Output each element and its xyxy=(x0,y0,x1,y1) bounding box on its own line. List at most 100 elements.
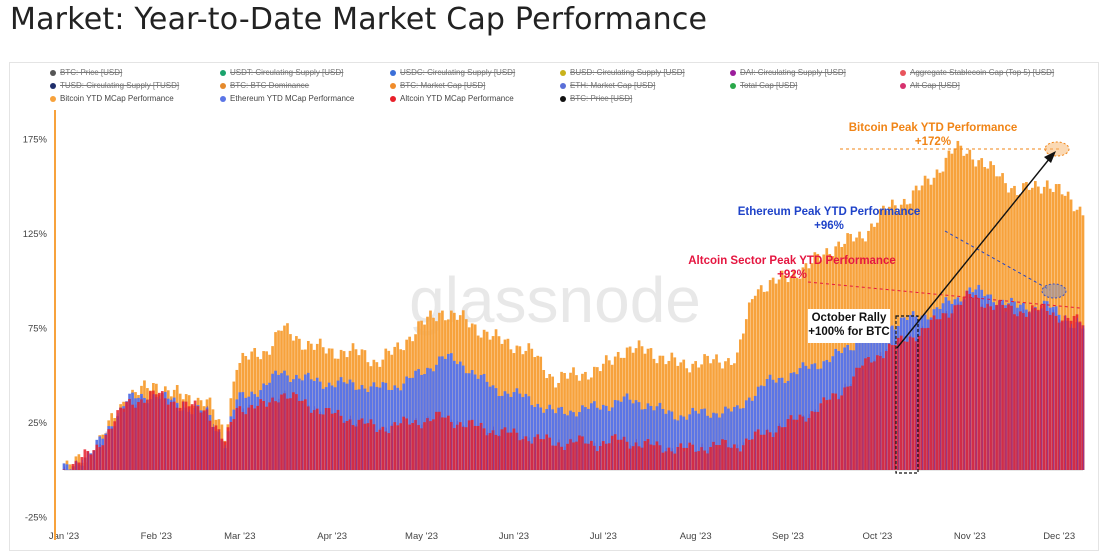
series-bar xyxy=(938,319,942,470)
legend-item[interactable]: BUSD: Circulating Supply [USD] xyxy=(560,68,685,77)
series-bar xyxy=(613,434,617,470)
altcoin-stripe xyxy=(773,433,775,470)
legend-label: Ethereum YTD MCap Performance xyxy=(230,94,355,103)
series-bar xyxy=(828,399,832,470)
altcoin-stripe xyxy=(344,421,345,470)
series-bar xyxy=(595,451,599,470)
series-bar xyxy=(727,447,730,470)
altcoin-stripe xyxy=(1041,308,1043,470)
series-bar xyxy=(825,248,829,470)
altcoin-stripe xyxy=(421,424,423,470)
altcoin-stripe xyxy=(1077,317,1078,470)
series-bar xyxy=(387,389,391,470)
series-bar xyxy=(747,439,751,470)
legend-item[interactable]: BTC: Price [USD] xyxy=(560,94,632,103)
altcoin-stripe xyxy=(195,403,196,470)
series-bar xyxy=(682,359,686,470)
series-bar xyxy=(804,365,808,470)
series-bar xyxy=(268,402,271,470)
altcoin-stripe xyxy=(910,334,912,470)
series-bar xyxy=(941,313,945,470)
altcoin-stripe xyxy=(296,397,298,470)
legend-item[interactable]: Altcoin YTD MCap Performance xyxy=(390,94,514,103)
series-bar xyxy=(649,444,653,470)
series-bar xyxy=(1022,313,1025,470)
series-bar xyxy=(700,409,703,470)
series-bar xyxy=(715,444,718,470)
altcoin-stripe xyxy=(981,304,983,470)
series-bar xyxy=(381,426,385,470)
altcoin-stripe xyxy=(743,442,745,470)
altcoin-stripe xyxy=(826,403,828,470)
legend-item[interactable]: ETH: Market Cap [USD] xyxy=(560,81,655,90)
series-bar xyxy=(765,379,769,470)
series-bar xyxy=(673,453,677,470)
altcoin-stripe xyxy=(242,408,244,470)
legend-item[interactable]: Bitcoin YTD MCap Performance xyxy=(50,94,174,103)
series-bar xyxy=(947,317,951,470)
legend-item[interactable]: TUSD: Circulating Supply [TUSD] xyxy=(50,81,179,90)
legend-item[interactable]: USDT: Circulating Supply [USD] xyxy=(220,68,343,77)
altcoin-stripe xyxy=(791,418,792,470)
legend-label: TUSD: Circulating Supply [TUSD] xyxy=(60,81,180,90)
altcoin-stripe xyxy=(1005,311,1007,470)
series-bar xyxy=(783,275,787,470)
series-bar xyxy=(1001,304,1004,470)
legend-swatch xyxy=(560,95,566,102)
legend-item[interactable]: BTC: Market Cap [USD] xyxy=(390,81,485,90)
series-bar xyxy=(762,291,766,470)
series-bar xyxy=(488,433,492,470)
series-bar xyxy=(226,427,230,470)
series-bar xyxy=(452,428,456,470)
legend-swatch xyxy=(220,82,226,89)
legend-label: Bitcoin YTD MCap Performance xyxy=(60,94,174,103)
altcoin-stripe xyxy=(308,405,310,470)
altcoin-stripe xyxy=(755,435,757,470)
series-bar xyxy=(780,377,784,470)
legend-item[interactable]: Aggregate Stablecoin Cap (Top 5) [USD] xyxy=(900,68,1054,77)
legend-item[interactable]: USDC: Circulating Supply [USD] xyxy=(390,68,515,77)
series-bar xyxy=(706,415,709,470)
legend-item[interactable]: Alt Cap [USD] xyxy=(900,81,960,90)
altcoin-stripe xyxy=(552,446,554,470)
series-bar xyxy=(718,362,721,470)
series-bar xyxy=(864,358,867,470)
series-bar xyxy=(664,413,668,470)
altcoin-stripe xyxy=(785,428,786,470)
altcoin-stripe xyxy=(248,404,250,470)
altcoin-stripe xyxy=(540,441,542,470)
legend-item[interactable]: Total Cap [USD] xyxy=(730,81,797,90)
rally-arrow-head xyxy=(1044,151,1056,163)
series-bar xyxy=(539,439,543,470)
legend-item[interactable]: Ethereum YTD MCap Performance xyxy=(220,94,354,103)
altcoin-stripe xyxy=(284,390,286,470)
altcoin-stripe xyxy=(439,415,441,470)
series-bar xyxy=(867,357,870,470)
series-bar xyxy=(566,443,569,470)
series-bar xyxy=(590,403,593,470)
watermark: glassnode xyxy=(409,264,701,336)
altcoin-stripe xyxy=(350,415,351,470)
altcoin-stripe xyxy=(189,409,191,470)
altcoin-stripe xyxy=(326,409,328,470)
series-bar xyxy=(747,302,751,470)
legend-item[interactable]: BTC: BTC Dominance xyxy=(220,81,309,90)
y-axis: 175% 125% 75% 25% -25% xyxy=(23,134,48,523)
series-bar xyxy=(1042,303,1046,470)
series-bar xyxy=(777,279,781,470)
legend-item[interactable]: DAI: Circulating Supply [USD] xyxy=(730,68,846,77)
x-tick-label: Jul '23 xyxy=(590,531,617,542)
legend-label: BTC: BTC Dominance xyxy=(230,81,310,90)
legend-item[interactable]: BTC: Price [USD] xyxy=(50,68,122,77)
series-bar xyxy=(822,397,826,470)
series-bar xyxy=(464,373,468,470)
altcoin-stripe xyxy=(69,469,71,470)
series-bar xyxy=(756,289,760,470)
series-bar xyxy=(852,376,855,470)
alt-peak-value: +92% xyxy=(777,269,807,281)
legend-label: BTC: Price [USD] xyxy=(570,94,633,103)
altcoin-stripe xyxy=(814,409,816,470)
x-tick-label: May '23 xyxy=(405,531,438,542)
x-tick-label: Nov '23 xyxy=(954,531,986,542)
series-bar xyxy=(375,432,379,470)
